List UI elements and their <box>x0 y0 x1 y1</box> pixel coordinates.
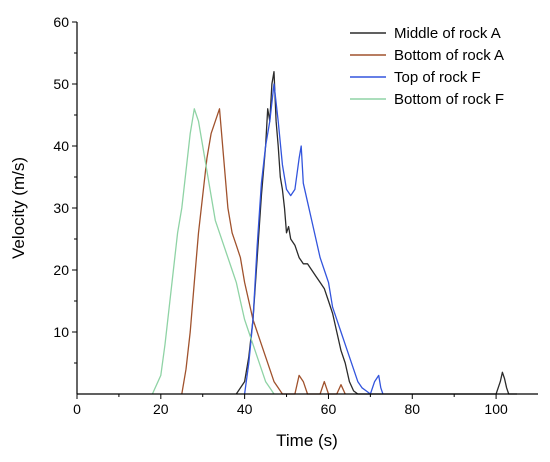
y-tick-label: 50 <box>53 76 69 92</box>
x-tick-label: 20 <box>153 401 169 417</box>
x-tick-label: 0 <box>73 401 81 417</box>
y-tick-label: 30 <box>53 200 69 216</box>
y-tick-label: 60 <box>53 14 69 30</box>
plot-series <box>151 70 517 395</box>
series-line-3 <box>243 83 384 395</box>
y-tick-label: 10 <box>53 324 69 340</box>
x-axis-title: Time (s) <box>276 431 338 450</box>
x-tick-label: 100 <box>484 401 508 417</box>
y-tick-label: 20 <box>53 262 69 278</box>
x-tick-label: 60 <box>321 401 337 417</box>
x-ticks: 0 20 40 60 80 100 <box>73 394 508 417</box>
legend-label-2: Bottom of rock A <box>394 47 504 64</box>
x-tick-label: 80 <box>404 401 420 417</box>
legend: Middle of rock A Bottom of rock A Top of r… <box>350 25 504 108</box>
legend-label-1: Middle of rock A <box>394 25 501 42</box>
legend-label-4: Bottom of rock F <box>394 91 504 108</box>
y-ticks: 10 20 30 40 50 60 <box>53 14 77 364</box>
y-tick-label: 40 <box>53 138 69 154</box>
y-axis-title: Velocity (m/s) <box>9 157 28 259</box>
series-line-4 <box>151 108 275 395</box>
series-line-2 <box>181 108 346 395</box>
x-tick-label: 40 <box>237 401 253 417</box>
legend-label-3: Top of rock F <box>394 69 481 86</box>
